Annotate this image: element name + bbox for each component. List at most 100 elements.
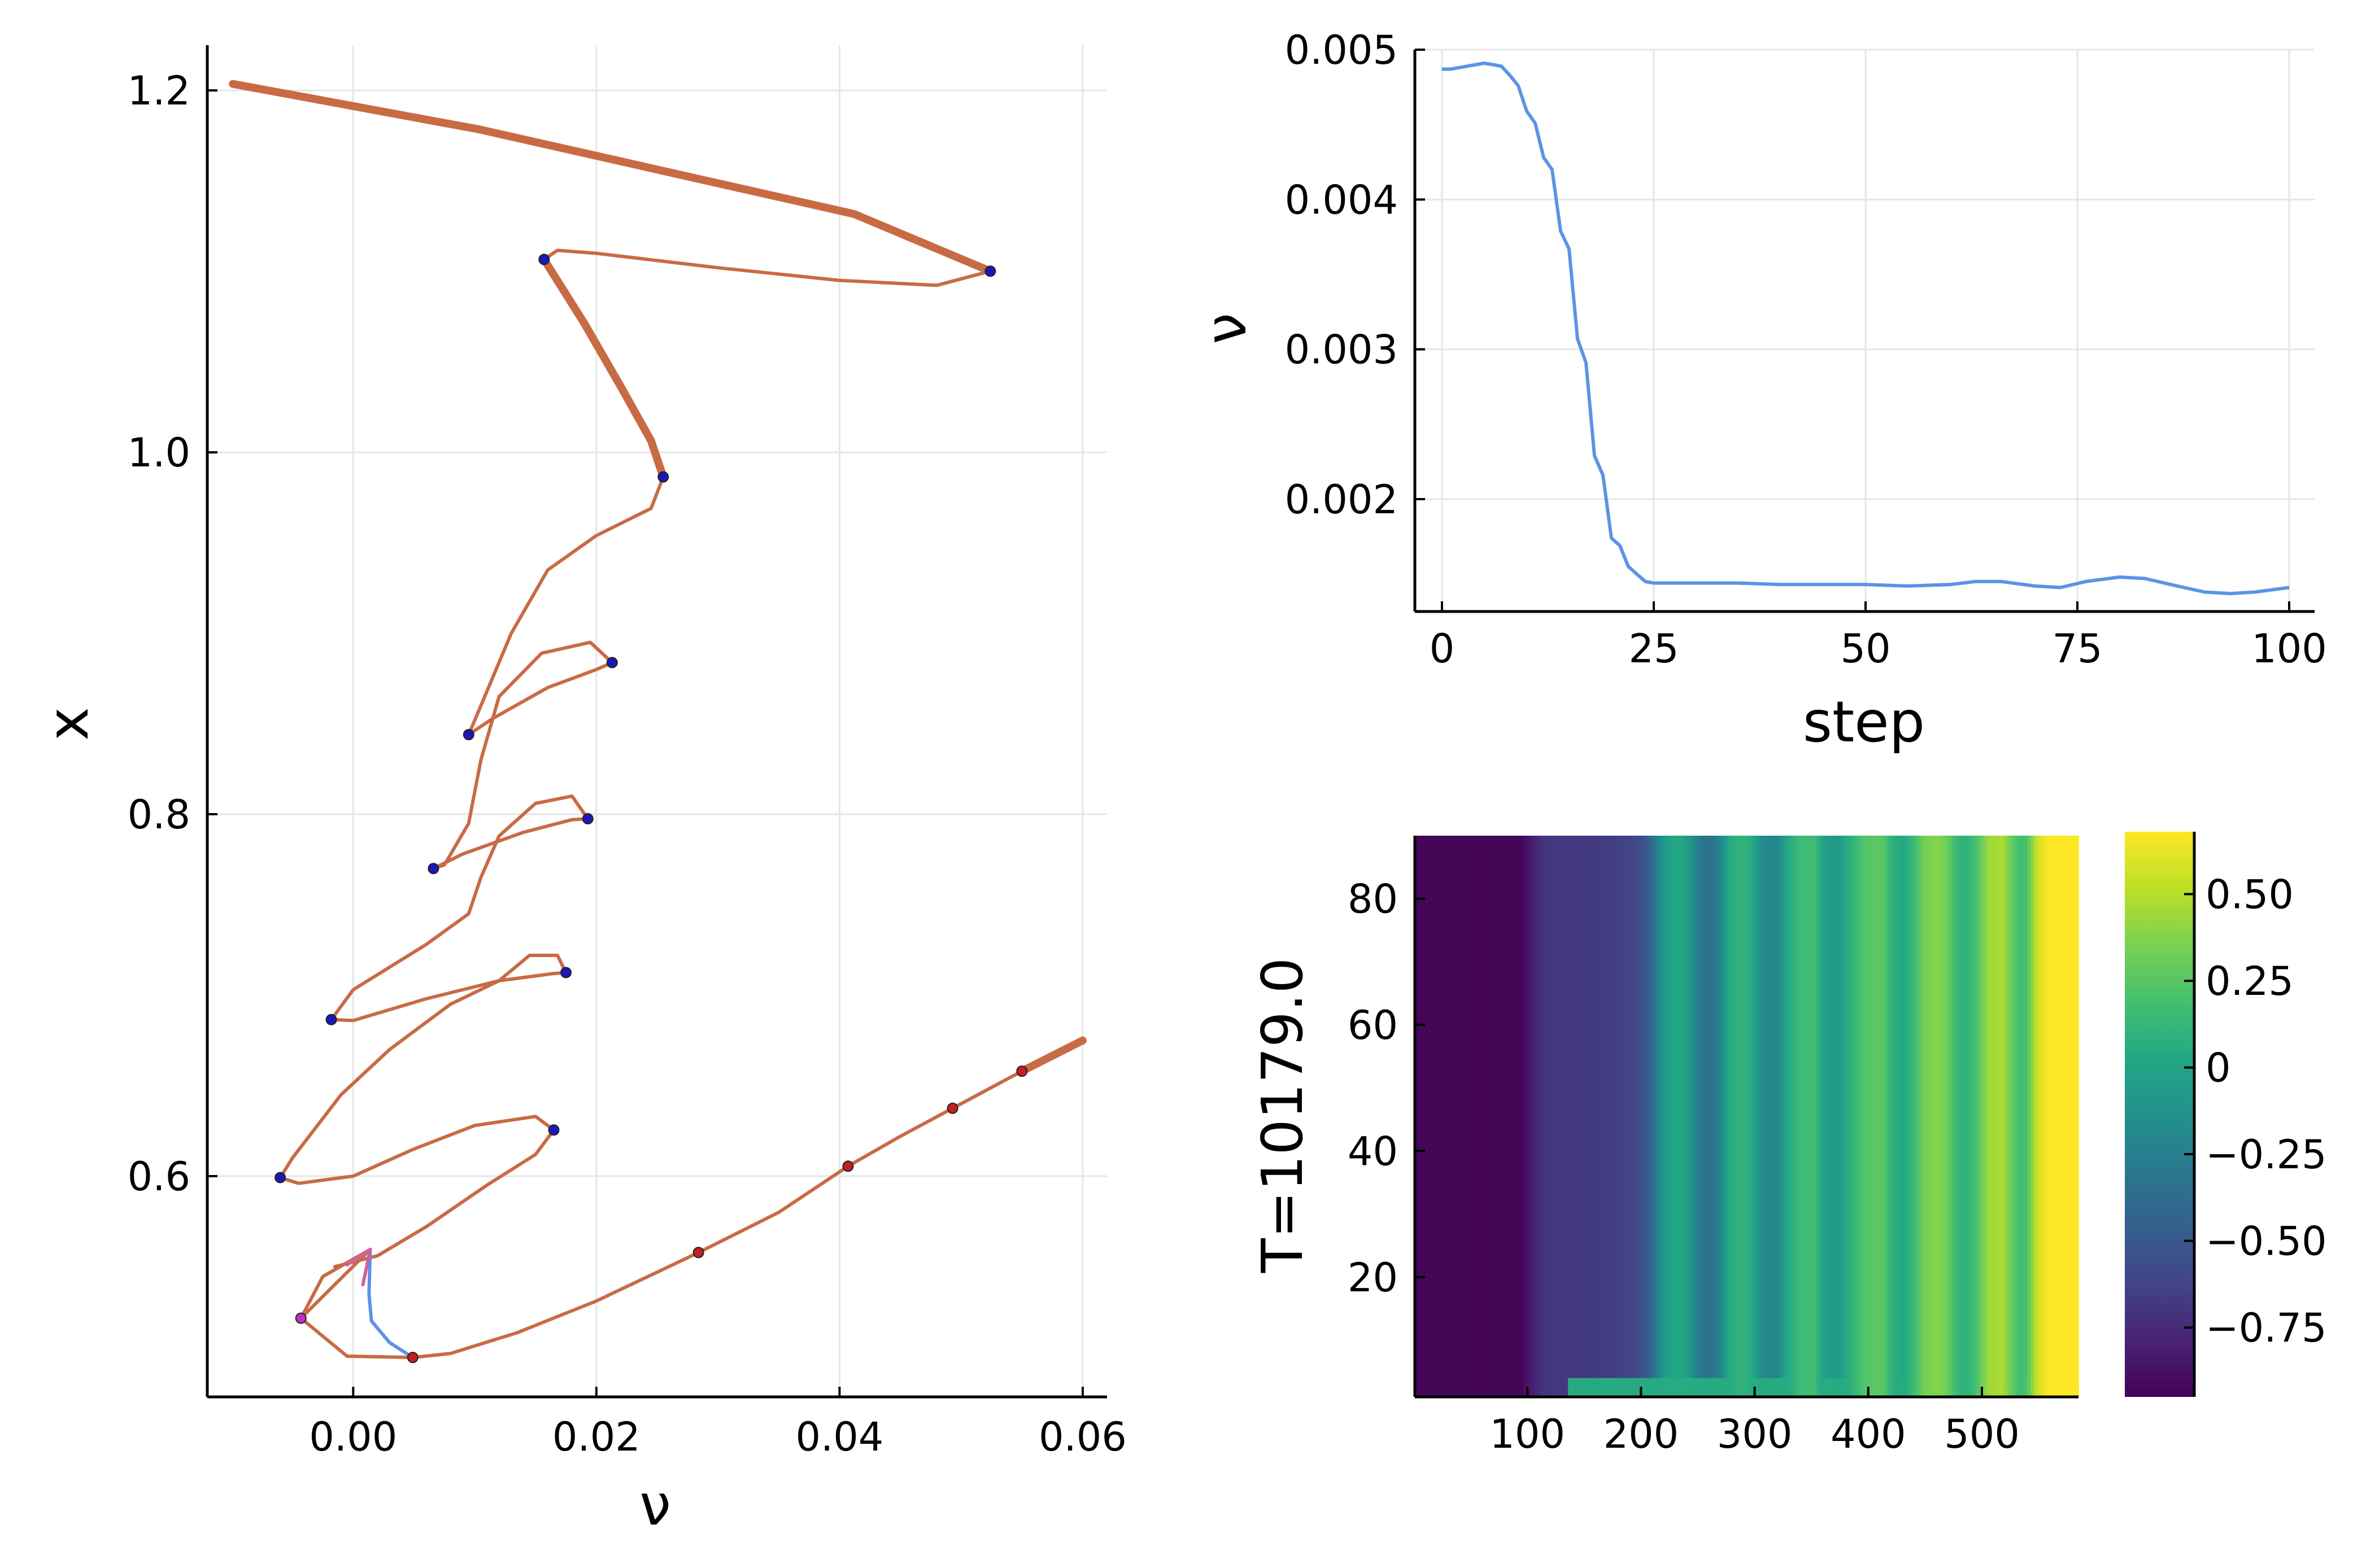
- heatmap-cell: [1956, 836, 1960, 1397]
- heatmap-cell: [1680, 836, 1684, 1397]
- heatmap-cell: [1921, 1378, 1926, 1397]
- colorbar-tick-label: −0.25: [2206, 1132, 2327, 1178]
- colorbar-tick-label: 0: [2206, 1045, 2231, 1091]
- heatmap-cell: [1432, 836, 1436, 1397]
- heatmap-cell: [1527, 836, 1531, 1397]
- heatmap-cell: [2007, 1378, 2011, 1397]
- heatmap-cell: [1649, 836, 1654, 1397]
- special-point-6: [428, 863, 439, 875]
- heatmap-cell: [1544, 836, 1548, 1397]
- heatmap-cell: [1860, 1378, 1865, 1397]
- heatmap-tick-labels: 100 200 300 400 500 20 40 60 80: [1348, 876, 2020, 1457]
- heatmap-cell: [1687, 836, 1691, 1397]
- nu-history-axes: [1413, 49, 2315, 613]
- heatmap-cell: [1687, 1378, 1691, 1397]
- heatmap-cell: [1619, 1378, 1623, 1397]
- heatmap-cell: [2054, 1378, 2059, 1397]
- heatmap-cell: [1806, 1378, 1810, 1397]
- heatmap-cell: [2058, 1378, 2062, 1397]
- y-tick-label: 1.0: [128, 430, 190, 476]
- heatmap-cell: [1673, 836, 1677, 1397]
- heatmap-cell: [1632, 1378, 1637, 1397]
- heatmap-cell: [1966, 836, 1970, 1397]
- heatmap-cell: [1854, 1378, 1858, 1397]
- heatmap-cell: [1663, 1378, 1667, 1397]
- heatmap-cell: [1966, 1378, 1970, 1397]
- heatmap-cell: [1707, 1378, 1712, 1397]
- heatmap-cell: [1775, 836, 1780, 1397]
- heatmap-cell: [1813, 1378, 1817, 1397]
- heatmap-cell: [2020, 836, 2025, 1397]
- heatmap-cell: [1827, 1378, 1831, 1397]
- heatmap-cell: [1561, 836, 1565, 1397]
- heatmap-cell: [1938, 836, 1943, 1397]
- heatmap-cell: [1642, 1378, 1647, 1397]
- heatmap-cell: [1877, 836, 1882, 1397]
- heatmap-cell: [2030, 1378, 2035, 1397]
- y-tick-label: 80: [1348, 876, 1398, 923]
- nu-history-y-axis-label: ν: [1193, 313, 1259, 344]
- heatmap-cell: [2017, 1378, 2021, 1397]
- heatmap-cell: [1439, 836, 1443, 1397]
- heatmap-cell: [1701, 836, 1705, 1397]
- heatmap-cell: [1925, 836, 1929, 1397]
- heatmap-cell: [1626, 836, 1630, 1397]
- heatmap-cell: [1663, 836, 1667, 1397]
- heatmap-cell: [1877, 1378, 1882, 1397]
- heatmap-cell: [2014, 836, 2018, 1397]
- heatmap-cell: [1462, 836, 1467, 1397]
- bifurcation-grid: [207, 45, 1107, 1397]
- heatmap-cell: [1472, 836, 1477, 1397]
- heatmap-cell: [1670, 1378, 1674, 1397]
- nu-history-chart: 0 25 50 75 100 0.002 0.003 0.004 0.005 step ν: [1193, 27, 2327, 755]
- heatmap-cell: [2044, 836, 2049, 1397]
- heatmap-cell: [1840, 836, 1845, 1397]
- heatmap-cell: [1697, 836, 1701, 1397]
- heatmap-cell: [2024, 836, 2028, 1397]
- heatmap-cell: [1820, 1378, 1824, 1397]
- heatmap-cell: [1629, 1378, 1633, 1397]
- heatmap-cell: [1881, 836, 1885, 1397]
- heatmap-cell: [1935, 1378, 1940, 1397]
- heatmap-cell: [1731, 836, 1736, 1397]
- heatmap-cell: [2041, 1378, 2045, 1397]
- heatmap-cell: [1721, 1378, 1725, 1397]
- heatmap-cell: [1969, 1378, 1974, 1397]
- x-tick-label: 75: [2052, 626, 2102, 672]
- heatmap-cell: [1718, 836, 1722, 1397]
- heatmap-cell: [1646, 1378, 1650, 1397]
- heatmap-cell: [1857, 1378, 1862, 1397]
- heatmap-cell: [1540, 836, 1545, 1397]
- heatmap-cell: [1415, 836, 1419, 1397]
- heatmap-cell: [1874, 1378, 1879, 1397]
- heatmap-cell: [1659, 836, 1664, 1397]
- heatmap-cell: [1735, 1378, 1739, 1397]
- heatmap-cell: [1694, 1378, 1698, 1397]
- heatmap-cell: [1779, 1378, 1783, 1397]
- heatmap-cell: [1772, 836, 1776, 1397]
- heatmap-cell: [1918, 836, 1923, 1397]
- heatmap-cell: [2064, 836, 2069, 1397]
- bifurcation-axes: [206, 45, 1107, 1399]
- heatmap-cell: [1558, 836, 1562, 1397]
- heatmap-cell: [1871, 1378, 1875, 1397]
- heatmap-cell: [1684, 836, 1688, 1397]
- heatmap-cell: [1503, 836, 1507, 1397]
- heatmap-cell: [1993, 836, 1998, 1397]
- heatmap-cell: [2037, 1378, 2042, 1397]
- heatmap-cell: [2044, 1378, 2049, 1397]
- heatmap-cell: [1884, 836, 1889, 1397]
- heatmap-cell: [1428, 836, 1432, 1397]
- heatmap-cell: [1666, 1378, 1671, 1397]
- heatmap-cell: [1500, 836, 1504, 1397]
- heatmap-cell: [1554, 836, 1558, 1397]
- heatmap-cell: [1711, 836, 1715, 1397]
- heatmap-cell: [1833, 836, 1837, 1397]
- y-tick-label: 0.002: [1285, 477, 1398, 523]
- heatmap-cell: [1496, 836, 1501, 1397]
- heatmap-cell: [1802, 1378, 1807, 1397]
- colorbar-tick-label: −0.75: [2206, 1305, 2327, 1351]
- heatmap-cell: [1629, 836, 1633, 1397]
- heatmap-cell: [2007, 836, 2011, 1397]
- heatmap-cell: [1915, 836, 1919, 1397]
